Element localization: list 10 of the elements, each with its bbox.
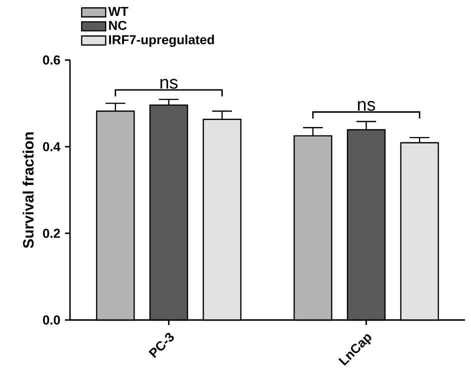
y-tick-label: 0.4 — [42, 142, 60, 152]
y-tick-label: 0.6 — [42, 55, 60, 65]
legend-label: NC — [109, 20, 127, 30]
y-axis-title: Survival fraction — [22, 132, 34, 248]
y-tick-label: 0.0 — [42, 315, 60, 325]
legend-label: WT — [108, 6, 128, 16]
annotation: ns — [358, 100, 376, 111]
y-tick-label: 0.2 — [42, 228, 60, 238]
annotation: ns — [160, 78, 178, 89]
legend-label: IRF7-upregulated — [109, 34, 214, 47]
